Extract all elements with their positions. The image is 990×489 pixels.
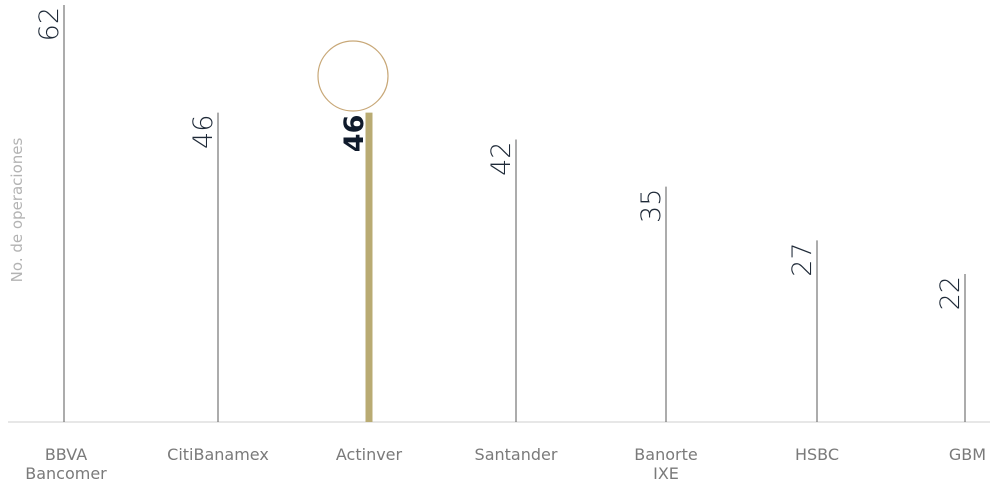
category-label-6: GBM xyxy=(949,445,986,464)
value-label-0: 62 xyxy=(34,7,65,41)
category-label-4: Banorte IXE xyxy=(634,445,697,483)
value-label-1: 46 xyxy=(188,115,219,149)
highlight-circle xyxy=(317,40,389,112)
category-label-3: Santander xyxy=(475,445,558,464)
category-label-2: Actinver xyxy=(336,445,403,464)
value-label-3: 42 xyxy=(486,142,517,176)
category-label-0: BBVA Bancomer xyxy=(25,445,107,483)
value-label-5: 27 xyxy=(787,242,818,276)
value-label-4: 35 xyxy=(636,189,667,223)
category-label-5: HSBC xyxy=(795,445,839,464)
y-axis-label: No. de operaciones xyxy=(8,138,26,283)
category-label-1: CitiBanamex xyxy=(167,445,269,464)
value-label-2: 46 xyxy=(339,115,370,153)
value-label-6: 22 xyxy=(935,276,966,310)
